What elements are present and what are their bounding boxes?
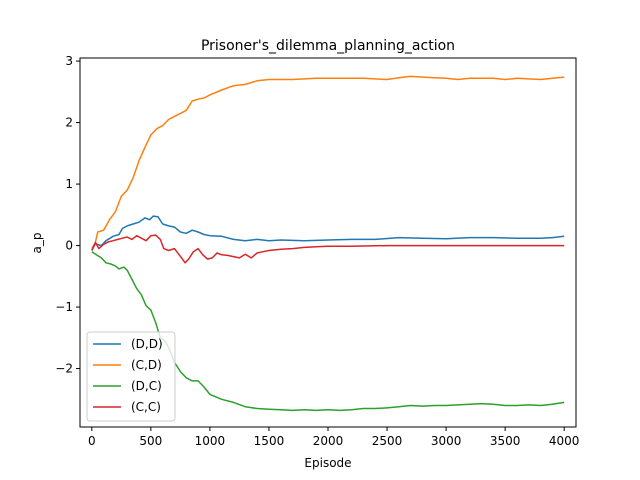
legend-label-0: (D,D) bbox=[131, 337, 163, 351]
y-tick-label: 0 bbox=[65, 239, 73, 253]
series-line-1 bbox=[91, 75, 565, 249]
x-tick-label: 1500 bbox=[254, 434, 285, 448]
x-tick-label: 4000 bbox=[549, 434, 580, 448]
legend-box bbox=[86, 331, 176, 422]
legend-label-1: (C,D) bbox=[131, 358, 162, 372]
x-tick-label: 3000 bbox=[431, 434, 462, 448]
series-layer bbox=[91, 75, 565, 412]
chart-title: Prisoner's_dilemma_planning_action bbox=[201, 38, 455, 54]
series-line-0 bbox=[91, 215, 565, 251]
y-tick-label: 3 bbox=[65, 54, 73, 68]
x-tick-label: 500 bbox=[139, 434, 162, 448]
series-line-3 bbox=[91, 234, 565, 264]
x-tick-label: 1000 bbox=[195, 434, 226, 448]
y-axis-label: a_p bbox=[30, 233, 44, 254]
legend-label-2: (D,C) bbox=[131, 379, 162, 393]
x-tick-label: 2000 bbox=[313, 434, 344, 448]
y-tick-label: −2 bbox=[55, 362, 73, 376]
y-axis: −2 −1 0 1 2 3 bbox=[55, 54, 80, 376]
x-tick-label: 0 bbox=[88, 434, 96, 448]
x-tick-label: 2500 bbox=[372, 434, 403, 448]
y-tick-label: 2 bbox=[65, 116, 73, 130]
legend: (D,D) (C,D) (D,C) (C,C) bbox=[86, 331, 176, 422]
legend-label-3: (C,C) bbox=[131, 400, 161, 414]
y-tick-label: 1 bbox=[65, 177, 73, 191]
y-tick-label: −1 bbox=[55, 300, 73, 314]
series-line-2 bbox=[91, 251, 565, 412]
x-axis-label: Episode bbox=[304, 456, 351, 470]
x-axis: 0 500 1000 1500 2000 2500 3000 3500 4000 bbox=[88, 427, 579, 448]
x-tick-label: 3500 bbox=[490, 434, 521, 448]
